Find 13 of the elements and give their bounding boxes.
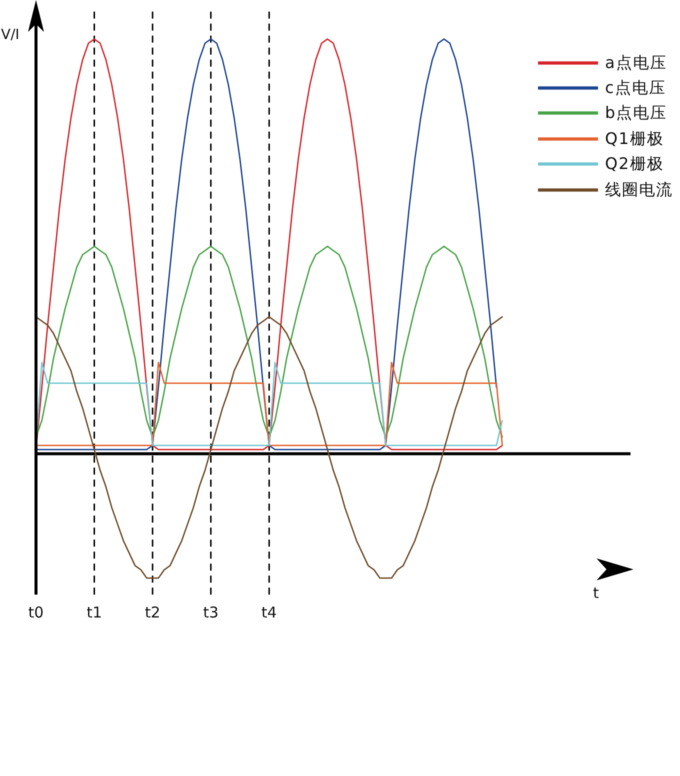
legend-label: Q1栅极: [605, 128, 664, 149]
x-tick-label: t1: [86, 603, 102, 622]
y-axis-title: V/I: [1, 27, 20, 43]
legend-label: 线圈电流: [605, 180, 673, 200]
legend-label: b点电压: [605, 103, 668, 124]
x-tick-label: t3: [203, 603, 219, 622]
x-tick-label: t0: [28, 603, 44, 622]
legend-label: a点电压: [605, 52, 667, 73]
legend-label: Q2栅极: [605, 154, 664, 174]
legend-label: c点电压: [605, 78, 666, 98]
text: t: [593, 584, 599, 602]
x-tick-label: t4: [261, 603, 277, 622]
x-tick-label: t2: [144, 603, 160, 622]
